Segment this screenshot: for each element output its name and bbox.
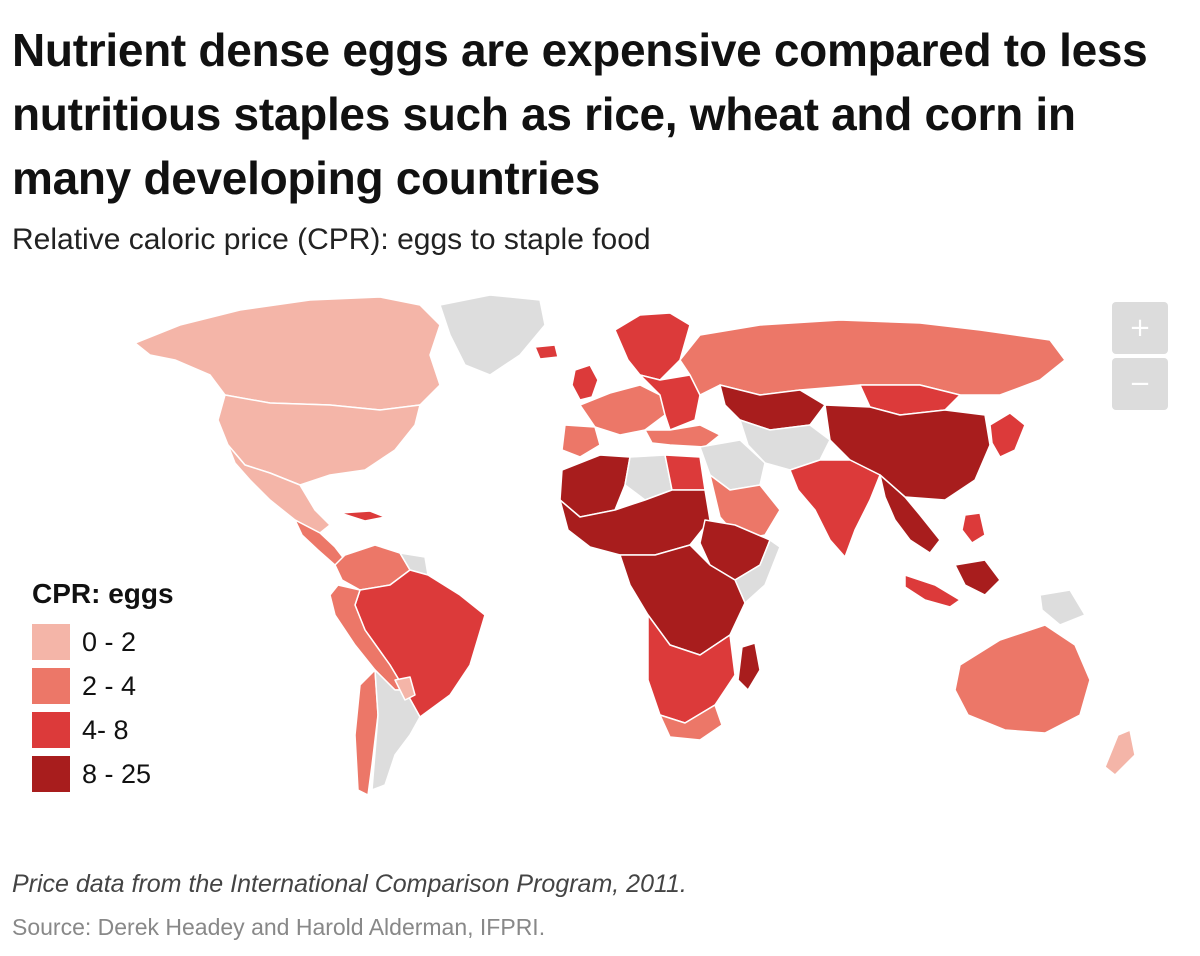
region-japan-korea[interactable]: [989, 412, 1026, 458]
legend-item: 4- 8: [32, 708, 174, 752]
chart-subtitle: Relative caloric price (CPR): eggs to st…: [12, 223, 651, 256]
legend-swatch: [32, 712, 70, 748]
region-russia[interactable]: [679, 319, 1066, 396]
region-south-africa[interactable]: [659, 704, 723, 741]
source-credit: Source: Derek Headey and Harold Alderman…: [12, 914, 546, 940]
region-north-africa-west[interactable]: [559, 454, 631, 518]
region-mexico[interactable]: [227, 444, 331, 534]
region-india[interactable]: [789, 459, 881, 558]
region-caribbean[interactable]: [339, 510, 386, 522]
region-southeast-asia[interactable]: [879, 474, 941, 554]
region-balkans-turkey[interactable]: [644, 424, 721, 448]
region-indonesia[interactable]: [904, 574, 961, 608]
legend-swatch: [32, 624, 70, 660]
legend-item: 0 - 2: [32, 620, 174, 664]
chart-title: Nutrient dense eggs are expensive compar…: [12, 24, 1148, 204]
legend-title: CPR: eggs: [32, 578, 174, 609]
world-map[interactable]: [0, 285, 1200, 810]
legend: CPR: eggs 0 - 2 2 - 4 4- 8 8 - 25: [32, 576, 174, 796]
region-egypt[interactable]: [664, 454, 706, 491]
region-scandinavia[interactable]: [614, 312, 691, 381]
legend-swatch: [32, 756, 70, 792]
legend-swatch: [32, 668, 70, 704]
region-australia[interactable]: [954, 624, 1091, 734]
region-paraguay[interactable]: [394, 676, 416, 701]
data-note: Price data from the International Compar…: [12, 870, 687, 898]
legend-label: 8 - 25: [82, 758, 152, 789]
legend-item: 2 - 4: [32, 664, 174, 708]
region-philippines[interactable]: [961, 512, 986, 544]
region-iceland[interactable]: [534, 344, 559, 360]
region-iberia[interactable]: [561, 424, 601, 458]
legend-label: 4- 8: [82, 714, 129, 745]
region-madagascar[interactable]: [737, 642, 761, 691]
region-central-africa[interactable]: [619, 544, 746, 656]
region-borneo-png[interactable]: [954, 559, 1001, 596]
legend-item: 8 - 25: [32, 752, 174, 796]
zoom-in-button[interactable]: +: [1112, 302, 1168, 354]
region-greenland[interactable]: [439, 294, 546, 376]
region-southern-africa[interactable]: [647, 614, 736, 724]
legend-label: 2 - 4: [82, 670, 137, 701]
region-uk[interactable]: [571, 364, 599, 401]
region-new-zealand[interactable]: [1104, 729, 1136, 776]
legend-label: 0 - 2: [82, 626, 137, 657]
region-eastern-europe[interactable]: [639, 374, 701, 431]
region-sahel[interactable]: [559, 489, 711, 556]
zoom-out-button[interactable]: −: [1112, 358, 1168, 410]
region-canada[interactable]: [134, 296, 441, 411]
region-papua[interactable]: [1039, 589, 1086, 626]
